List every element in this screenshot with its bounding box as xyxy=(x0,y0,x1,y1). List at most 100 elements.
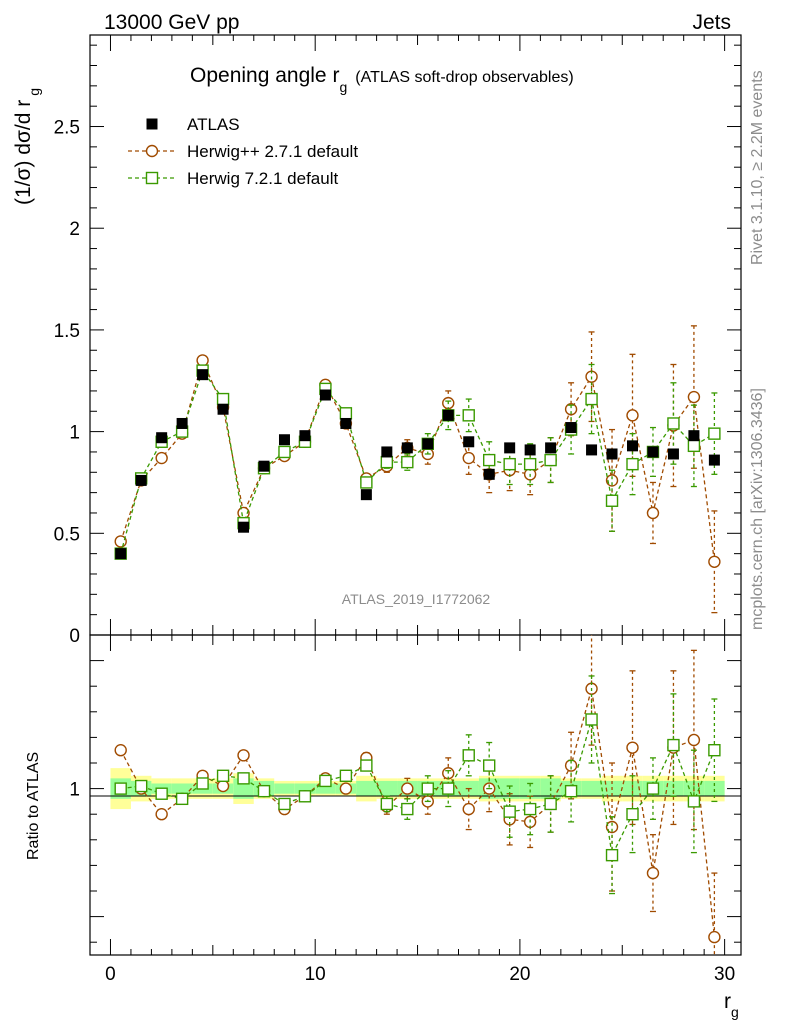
ratio-data-point xyxy=(605,820,619,834)
ratio-data-point xyxy=(196,777,209,790)
main-data-point xyxy=(626,457,639,471)
main-data-point xyxy=(688,430,700,442)
band-inner-segment xyxy=(171,783,193,794)
band-inner-segment xyxy=(294,783,316,794)
ratio-series-herwig-7-2-1-default xyxy=(114,675,721,895)
band-inner-segment xyxy=(663,780,684,797)
legend-marker xyxy=(145,144,159,158)
band-inner-segment xyxy=(315,783,336,794)
main-data-point xyxy=(524,444,536,456)
main-data-point xyxy=(605,494,619,507)
ratio-data-point xyxy=(708,744,721,757)
x-tick-label: 0 xyxy=(105,964,116,985)
main-y-tick-label: 0 xyxy=(69,626,80,647)
main-data-point xyxy=(422,438,434,450)
main-y-axis-label: (1/σ) dσ/d rg xyxy=(12,88,42,205)
main-data-point xyxy=(503,457,516,471)
ratio-data-point xyxy=(544,797,557,811)
main-data-point xyxy=(216,392,230,406)
main-data-point xyxy=(667,417,680,430)
main-data-point xyxy=(585,392,598,406)
main-data-point xyxy=(626,409,639,422)
ratio-data-point xyxy=(523,802,537,816)
ratio-data-point xyxy=(482,759,496,772)
main-data-point xyxy=(462,451,475,465)
ratio-data-point xyxy=(339,782,353,795)
main-data-point xyxy=(135,474,147,486)
ratio-data-point xyxy=(462,802,475,816)
ratio-data-point xyxy=(687,795,701,808)
main-data-point xyxy=(564,403,578,416)
legend-label: ATLAS xyxy=(187,115,240,134)
legend-entry: Herwig++ 2.7.1 default xyxy=(128,142,358,161)
ratio-data-point xyxy=(564,784,578,798)
ratio-data-point xyxy=(442,782,455,795)
ratio-data-point xyxy=(216,779,230,793)
ratio-data-point xyxy=(646,782,660,795)
ratio-data-point xyxy=(155,787,168,800)
main-data-point xyxy=(196,354,209,367)
main-y-tick-label: 1 xyxy=(69,423,80,444)
band-inner-segment xyxy=(704,780,725,797)
main-data-point xyxy=(360,476,373,489)
main-data-point xyxy=(156,432,168,444)
main-series-line xyxy=(120,369,715,554)
main-data-point xyxy=(319,389,331,401)
main-data-point xyxy=(238,521,250,533)
ratio-y-tick-label: 1 xyxy=(69,780,80,801)
mcplots-credit-label: mcplots.cern.ch [arXiv:1306.3436] xyxy=(749,388,766,630)
rivet-version-label: Rivet 3.1.10, ≥ 2.2M events xyxy=(749,70,766,265)
band-inner-segment xyxy=(356,780,377,797)
ratio-series-line xyxy=(120,688,716,938)
main-data-point xyxy=(586,444,598,456)
legend-entry: ATLAS xyxy=(146,115,240,134)
ratio-data-point xyxy=(462,749,475,762)
legend-entry: Herwig 7.2.1 default xyxy=(128,169,338,188)
ratio-data-point xyxy=(626,741,639,754)
band-inner-segment xyxy=(581,780,602,797)
legend: ATLAS Herwig++ 2.7.1 default Herwig 7.2.1 … xyxy=(128,115,358,188)
main-data-point xyxy=(258,460,270,472)
main-data-point xyxy=(278,434,290,446)
main-series-line xyxy=(120,358,716,562)
ratio-data-point xyxy=(687,733,701,747)
main-data-point xyxy=(217,403,229,415)
main-y-tick-label: 2.5 xyxy=(54,118,80,139)
header-process: Jets xyxy=(692,11,731,34)
legend-label: Herwig++ 2.7.1 default xyxy=(187,142,358,161)
main-data-point xyxy=(605,474,619,487)
ratio-data-point xyxy=(401,802,414,816)
main-data-point xyxy=(340,417,352,429)
ratio-data-point xyxy=(503,805,516,818)
ratio-data-point xyxy=(298,790,312,803)
ratio-data-point xyxy=(237,772,250,785)
main-data-point xyxy=(504,442,516,454)
main-data-point xyxy=(483,468,495,480)
x-tick-label: 10 xyxy=(305,964,326,985)
ratio-data-point xyxy=(401,782,414,795)
ratio-data-point xyxy=(667,738,680,752)
main-data-point xyxy=(299,430,311,442)
main-data-point xyxy=(155,451,168,465)
main-data-point xyxy=(381,446,393,458)
main-data-point xyxy=(197,369,209,381)
ratio-y-axis-label: Ratio to ATLAS xyxy=(25,752,42,860)
main-data-point xyxy=(401,442,413,454)
main-data-point xyxy=(360,489,372,501)
ratio-data-point xyxy=(278,797,291,811)
main-data-point xyxy=(523,457,537,471)
main-data-point xyxy=(339,407,353,420)
x-axis-label: rg xyxy=(724,990,739,1020)
main-title: Opening angle rg(ATLAS soft-drop observa… xyxy=(190,64,574,95)
legend-label: Herwig 7.2.1 default xyxy=(187,169,338,188)
main-data-point xyxy=(708,454,720,466)
main-data-point xyxy=(647,446,659,458)
main-y-tick-label: 0.5 xyxy=(54,524,80,545)
main-data-point xyxy=(545,442,557,454)
ratio-data-point xyxy=(175,792,189,806)
ratio-data-point xyxy=(626,808,639,821)
main-series-herwig-7-2-1-default xyxy=(114,363,721,560)
main-y-tick-label: 2 xyxy=(69,219,80,240)
main-data-point xyxy=(565,422,577,434)
